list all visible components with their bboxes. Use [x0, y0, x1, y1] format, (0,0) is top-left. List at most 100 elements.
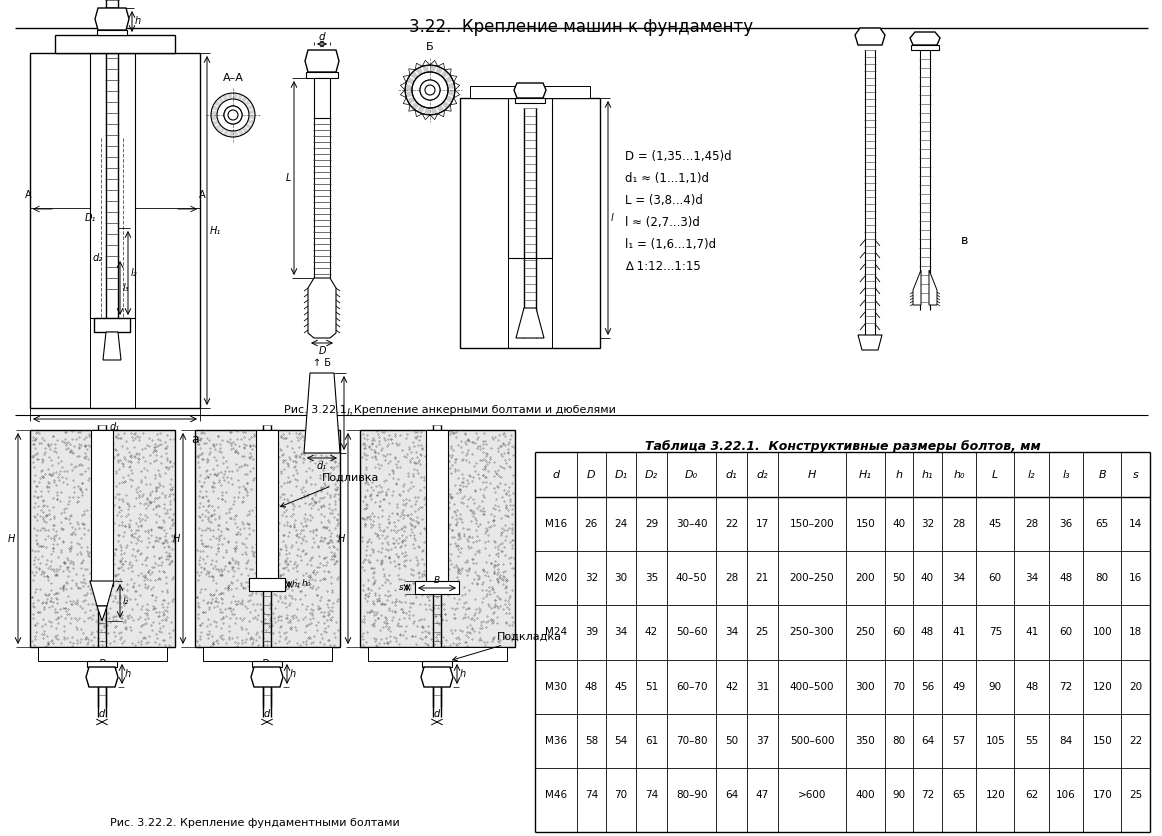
Point — [115, 598, 134, 611]
Point — [494, 541, 512, 554]
Point — [157, 526, 175, 539]
Point — [368, 611, 387, 624]
Text: 17: 17 — [755, 519, 769, 529]
Point — [67, 593, 86, 606]
Point — [210, 473, 229, 487]
Point — [109, 455, 128, 468]
Point — [310, 602, 329, 615]
Point — [443, 448, 461, 461]
Point — [488, 445, 507, 458]
Point — [23, 433, 42, 446]
Point — [86, 598, 105, 611]
Point — [193, 426, 211, 439]
Point — [71, 457, 89, 471]
Point — [116, 509, 135, 522]
Point — [372, 459, 390, 472]
Point — [223, 569, 242, 583]
Point — [158, 585, 177, 599]
Point — [490, 571, 509, 584]
Point — [155, 565, 173, 579]
Point — [105, 438, 123, 451]
Point — [466, 483, 485, 497]
Point — [136, 606, 155, 619]
Point — [321, 604, 339, 617]
Point — [113, 516, 131, 529]
Point — [325, 502, 344, 516]
Point — [203, 475, 222, 488]
Point — [501, 461, 519, 474]
Circle shape — [425, 85, 435, 95]
Point — [285, 521, 303, 534]
Point — [91, 515, 109, 528]
Polygon shape — [928, 270, 937, 305]
Point — [270, 548, 288, 562]
Text: 48: 48 — [584, 681, 598, 691]
Point — [500, 598, 518, 611]
Point — [479, 464, 497, 477]
Point — [373, 598, 392, 611]
Point — [35, 600, 53, 614]
Text: 90: 90 — [989, 681, 1002, 691]
Point — [424, 638, 443, 651]
Point — [220, 633, 238, 646]
Point — [480, 599, 498, 613]
Point — [308, 589, 327, 602]
Point — [466, 436, 485, 450]
Point — [257, 534, 275, 548]
Point — [354, 436, 373, 450]
Point — [310, 494, 329, 507]
Point — [209, 541, 228, 554]
Point — [325, 547, 344, 560]
Point — [236, 481, 254, 494]
Point — [234, 581, 252, 594]
Point — [453, 612, 472, 625]
Point — [145, 593, 164, 606]
Point — [360, 488, 379, 502]
Point — [316, 449, 335, 462]
Point — [447, 601, 466, 614]
Point — [407, 431, 425, 445]
Point — [46, 612, 65, 625]
Point — [328, 460, 346, 473]
Point — [322, 461, 340, 474]
Point — [419, 598, 438, 611]
Point — [409, 570, 428, 584]
Point — [139, 535, 158, 548]
Point — [329, 507, 347, 520]
Point — [494, 578, 512, 591]
Point — [203, 637, 222, 650]
Point — [488, 562, 507, 575]
Point — [314, 573, 332, 586]
Point — [45, 603, 64, 616]
Point — [244, 579, 263, 593]
Point — [476, 619, 495, 633]
Point — [121, 460, 139, 473]
Point — [94, 470, 113, 483]
Point — [440, 502, 459, 515]
Point — [148, 500, 166, 513]
Point — [53, 564, 72, 578]
Point — [106, 569, 124, 583]
Point — [368, 427, 387, 441]
Point — [292, 553, 310, 567]
Point — [149, 509, 167, 522]
Point — [375, 598, 394, 611]
Point — [266, 615, 285, 629]
Point — [58, 569, 77, 583]
Point — [271, 569, 289, 583]
Point — [381, 523, 400, 537]
Text: 49: 49 — [953, 681, 966, 691]
Point — [378, 440, 396, 453]
Point — [73, 517, 92, 530]
Point — [288, 613, 307, 626]
Point — [301, 568, 320, 581]
Point — [421, 588, 439, 601]
Point — [474, 482, 493, 496]
Point — [485, 564, 503, 578]
Point — [457, 437, 475, 451]
Point — [28, 514, 46, 528]
Text: H: H — [338, 533, 345, 543]
Polygon shape — [437, 104, 445, 113]
Point — [199, 493, 217, 507]
Point — [449, 438, 467, 451]
